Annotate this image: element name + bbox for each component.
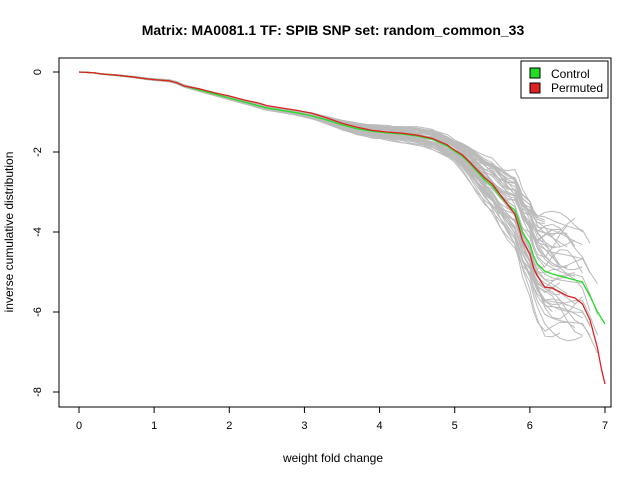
x-tick-label: 5: [452, 420, 458, 432]
background-series-group: [78, 71, 598, 354]
plot-frame: [58, 57, 612, 408]
y-tick-label: 0: [32, 69, 44, 75]
y-tick-label: -2: [32, 147, 44, 157]
legend: Control Permuted: [520, 60, 609, 99]
background-series-line: [78, 71, 576, 332]
legend-permuted-label: Permuted: [551, 81, 603, 95]
chart-title: Matrix: MA0081.1 TF: SPIB SNP set: rando…: [142, 22, 525, 38]
x-tick-label: 6: [527, 420, 533, 432]
background-series-line: [78, 71, 561, 247]
x-tick-label: 3: [301, 420, 307, 432]
y-axis-label: inverse cumulative distribution: [2, 152, 16, 313]
background-series-line: [78, 71, 576, 247]
background-series-line: [78, 71, 576, 305]
background-series-line: [78, 71, 560, 274]
series-line-permuted: [78, 71, 606, 385]
y-tick-label: -8: [32, 387, 44, 397]
y-tick-label: -6: [32, 307, 44, 317]
background-series-line: [78, 71, 583, 268]
x-tick-label: 0: [76, 420, 82, 432]
x-tick-label: 2: [226, 420, 232, 432]
background-series-line: [78, 71, 561, 338]
x-tick-label: 4: [377, 420, 383, 432]
background-series-line: [78, 71, 591, 297]
background-series-line: [78, 71, 545, 225]
background-series-line: [78, 71, 591, 336]
legend-control-label: Control: [551, 67, 590, 81]
background-series-line: [78, 71, 583, 319]
background-series-line: [78, 71, 576, 248]
background-series-line: [78, 71, 546, 221]
background-series-line: [78, 71, 583, 274]
main-series-group: [78, 71, 606, 385]
background-series-line: [78, 71, 591, 244]
background-series-line: [78, 71, 598, 336]
background-series-line: [78, 71, 546, 223]
x-tick-label: 7: [602, 420, 608, 432]
background-series-line: [78, 71, 560, 249]
y-axis: 0 -2 -4 -6 -8: [32, 69, 60, 397]
background-series-line: [78, 71, 591, 312]
legend-control-swatch: [529, 67, 541, 79]
legend-permuted-swatch: [529, 82, 541, 94]
y-tick-label: -4: [32, 227, 44, 237]
x-tick-label: 1: [151, 420, 157, 432]
x-axis: 0 1 2 3 4 5 6 7: [76, 406, 608, 432]
x-axis-label: weight fold change: [282, 451, 383, 465]
background-series-line: [78, 71, 598, 354]
